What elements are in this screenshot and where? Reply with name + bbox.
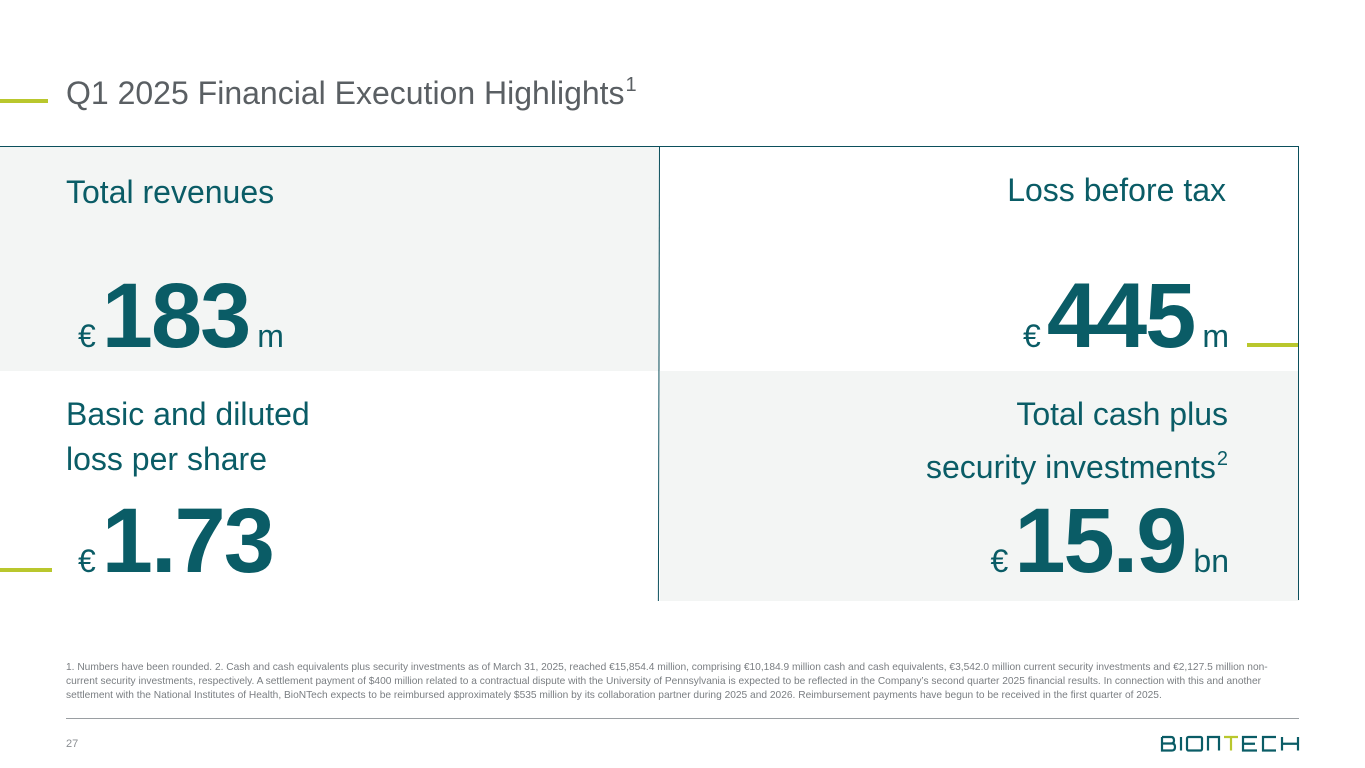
title-footnote-ref: 1 bbox=[625, 74, 637, 96]
total-revenues-label: Total revenues bbox=[66, 174, 275, 210]
total-cash-footnote-ref: 2 bbox=[1216, 448, 1228, 470]
unit-label: m bbox=[1202, 318, 1229, 354]
accent-bar-right-top bbox=[1247, 343, 1299, 347]
currency-symbol: € bbox=[990, 543, 1009, 579]
total-cash-label: Total cash plus security investments2 bbox=[926, 394, 1228, 487]
biontech-logo bbox=[1160, 735, 1300, 752]
footnote-text: 1. Numbers have been rounded. 2. Cash an… bbox=[66, 662, 1268, 701]
total-cash-metric: € 15.9 bn bbox=[991, 495, 1229, 587]
panel-frame-top bbox=[0, 146, 1299, 147]
loss-per-share-label: Basic and diluted loss per share bbox=[66, 394, 310, 479]
page-number: 27 bbox=[66, 738, 79, 750]
panel-total-cash bbox=[660, 371, 1299, 601]
accent-bar-left-bottom bbox=[0, 568, 52, 572]
total-revenues-metric: € 183 m bbox=[78, 270, 284, 362]
page-title-text: Q1 2025 Financial Execution Highlights bbox=[66, 75, 625, 111]
total-cash-label-line2-text: security investments bbox=[926, 449, 1216, 485]
unit-label: m bbox=[257, 318, 284, 354]
page-title: Q1 2025 Financial Execution Highlights1 bbox=[66, 74, 637, 112]
panel-total-revenues bbox=[0, 147, 660, 371]
total-cash-label-line2: security investments2 bbox=[926, 439, 1228, 487]
unit-label: bn bbox=[1193, 543, 1229, 579]
title-accent-bar bbox=[0, 99, 48, 103]
loss-before-tax-label: Loss before tax bbox=[1007, 172, 1226, 208]
loss-per-share-value: 1.73 bbox=[101, 490, 275, 592]
loss-per-share-metric: € 1.73 bbox=[78, 490, 275, 592]
currency-symbol: € bbox=[78, 543, 96, 579]
loss-per-share-label-line2: loss per share bbox=[66, 441, 267, 477]
total-cash-label-line1: Total cash plus bbox=[1016, 396, 1228, 432]
loss-before-tax-value: 445 bbox=[1046, 265, 1196, 367]
currency-symbol: € bbox=[1023, 318, 1041, 354]
panel-frame-right bbox=[1298, 146, 1299, 600]
currency-symbol: € bbox=[78, 318, 96, 354]
loss-before-tax-metric: € 445 m bbox=[1023, 270, 1229, 362]
loss-per-share-label-line1: Basic and diluted bbox=[66, 396, 310, 432]
footer-divider bbox=[66, 718, 1299, 719]
total-cash-value: 15.9 bbox=[1014, 490, 1187, 592]
total-revenues-value: 183 bbox=[101, 265, 251, 367]
